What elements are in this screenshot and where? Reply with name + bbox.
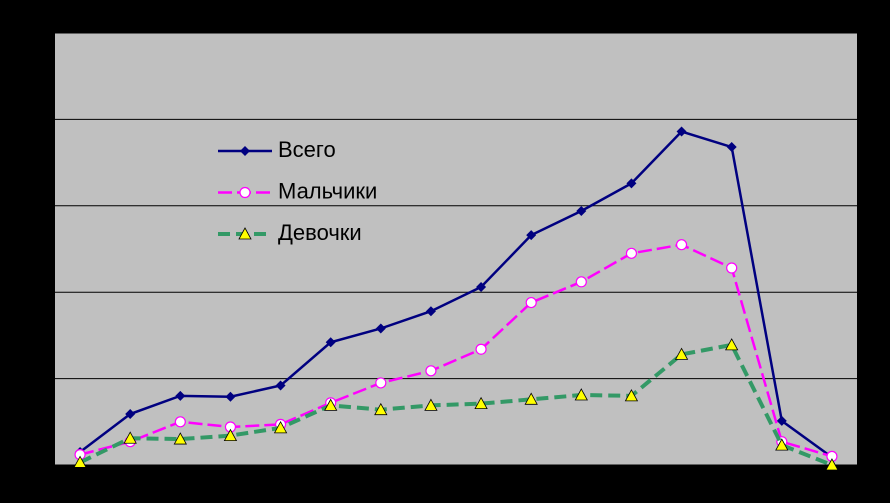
point [223,428,238,442]
point [375,377,387,389]
point [775,438,789,451]
point [73,455,87,468]
point [674,347,689,360]
point [776,415,787,426]
legend-marker [238,227,252,240]
point [374,402,388,416]
point [625,247,638,259]
point [425,306,436,317]
point [424,398,438,411]
point [576,205,587,216]
point [275,380,286,391]
legend-label: Мальчики [278,178,377,203]
point [476,282,487,293]
point [175,390,186,401]
legend-marker [239,186,251,199]
point [726,142,737,153]
legend-marker [240,146,250,156]
legend-label: Всего [278,137,336,162]
point [575,276,587,288]
point [624,389,639,402]
series-line [79,243,833,458]
point [225,391,236,402]
point [325,337,336,348]
point [525,296,537,309]
legend-label: Девочки [278,220,362,245]
point [526,230,537,241]
point [174,416,186,428]
plot-area [55,33,857,465]
point [524,392,538,405]
point [675,239,688,251]
point [375,323,386,334]
point [676,126,687,137]
point [173,432,187,445]
point [324,398,338,411]
point [475,343,487,355]
point [626,178,637,189]
series-line [79,342,833,467]
point [474,396,488,410]
point [425,365,437,377]
point [825,458,839,471]
point [574,388,588,401]
point [273,421,288,434]
point [725,338,739,351]
point [726,262,738,274]
point [125,409,136,420]
series-line [79,130,833,459]
point [123,431,137,444]
